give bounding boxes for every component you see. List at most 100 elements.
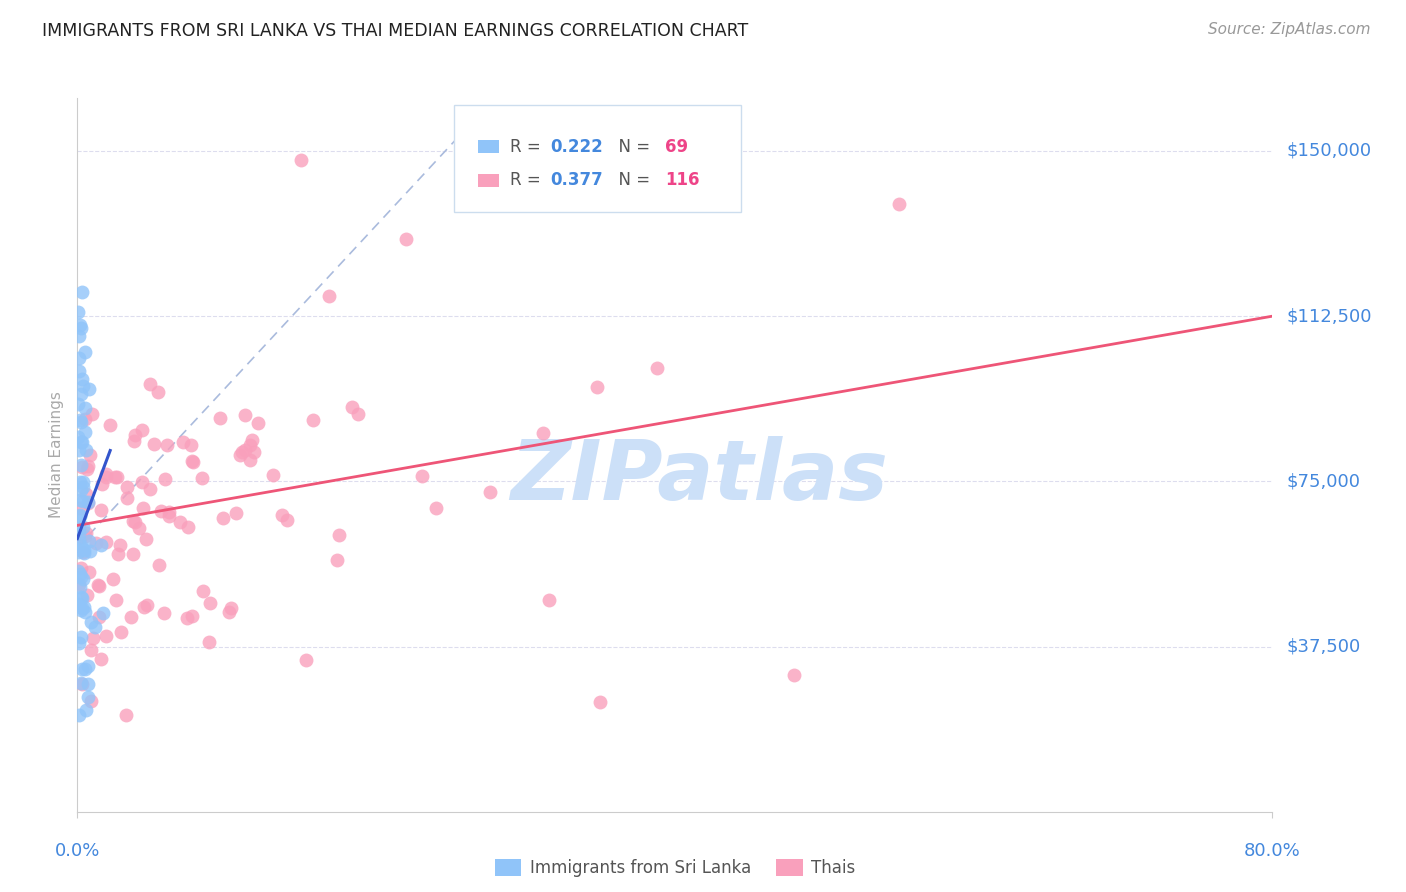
Point [72, 572, 94, 586]
Point [67, 525, 90, 540]
Text: ZIPatlas: ZIPatlas [510, 436, 887, 516]
Point [84, 535, 107, 549]
Point [67, 532, 90, 546]
Point [69, 415, 91, 429]
Point [72, 475, 94, 489]
Point [478, 485, 501, 500]
Point [70, 483, 93, 497]
Point [87, 577, 110, 591]
Point [69, 413, 91, 427]
Point [67, 351, 90, 365]
Point [70, 590, 93, 604]
Point [110, 624, 132, 639]
Point [139, 377, 162, 392]
Point [73, 401, 96, 415]
Point [69, 318, 91, 332]
Point [70, 285, 93, 299]
Point [76, 495, 98, 509]
Point [191, 470, 214, 484]
Point [887, 197, 910, 211]
Point [79, 534, 101, 549]
Point [124, 428, 146, 442]
Point [107, 547, 129, 561]
Point [271, 508, 294, 523]
Point [239, 453, 262, 467]
Text: $150,000: $150,000 [1286, 142, 1371, 160]
Point [94, 467, 117, 482]
Point [347, 407, 370, 421]
Point [328, 528, 350, 542]
Point [131, 475, 153, 490]
Point [67, 442, 90, 457]
Point [180, 608, 202, 623]
Point [76, 677, 98, 691]
Point [176, 611, 198, 625]
Point [131, 424, 153, 438]
Point [76, 496, 98, 510]
Point [67, 533, 90, 547]
Point [72, 379, 94, 393]
Point [135, 532, 157, 546]
Point [69, 434, 91, 449]
Point [67, 430, 90, 444]
Point [69, 321, 91, 335]
Point [209, 410, 232, 425]
Point [246, 416, 269, 430]
Point [69, 675, 91, 690]
Point [228, 449, 250, 463]
Point [115, 707, 138, 722]
Point [77, 382, 100, 396]
Point [90, 539, 112, 553]
Point [76, 462, 98, 476]
Point [262, 468, 284, 483]
Point [67, 597, 90, 611]
Point [105, 470, 128, 484]
Point [134, 599, 156, 614]
Point [80, 693, 103, 707]
Point [73, 543, 96, 558]
Point [152, 606, 174, 620]
Text: 116: 116 [665, 171, 700, 189]
Point [76, 588, 98, 602]
Point [69, 493, 91, 508]
Point [110, 538, 132, 552]
Point [73, 546, 96, 560]
Point [240, 433, 263, 447]
Point [90, 476, 112, 491]
Point [132, 500, 155, 515]
Text: 69: 69 [665, 137, 689, 155]
Point [153, 472, 176, 486]
Point [66, 544, 89, 558]
Point [94, 534, 117, 549]
Point [77, 659, 100, 673]
Point [67, 397, 90, 411]
Point [276, 513, 298, 527]
Point [69, 580, 91, 594]
Point [83, 620, 105, 634]
Point [225, 506, 247, 520]
Text: $37,500: $37,500 [1286, 638, 1361, 656]
Text: 80.0%: 80.0% [1244, 842, 1301, 860]
Point [242, 444, 264, 458]
Point [318, 288, 340, 302]
Point [70, 601, 93, 615]
Point [122, 434, 145, 448]
Point [66, 565, 89, 579]
Point [302, 412, 325, 426]
Point [69, 509, 91, 524]
Point [121, 547, 143, 561]
Point [589, 695, 612, 709]
Text: Source: ZipAtlas.com: Source: ZipAtlas.com [1208, 22, 1371, 37]
Point [233, 443, 256, 458]
Point [96, 469, 118, 483]
Point [124, 515, 146, 529]
Point [77, 458, 100, 473]
Point [115, 491, 138, 505]
Point [531, 426, 554, 441]
Point [115, 480, 138, 494]
Point [72, 480, 94, 494]
Point [70, 591, 93, 606]
Point [425, 501, 447, 516]
Point [66, 304, 89, 318]
Point [87, 578, 110, 592]
